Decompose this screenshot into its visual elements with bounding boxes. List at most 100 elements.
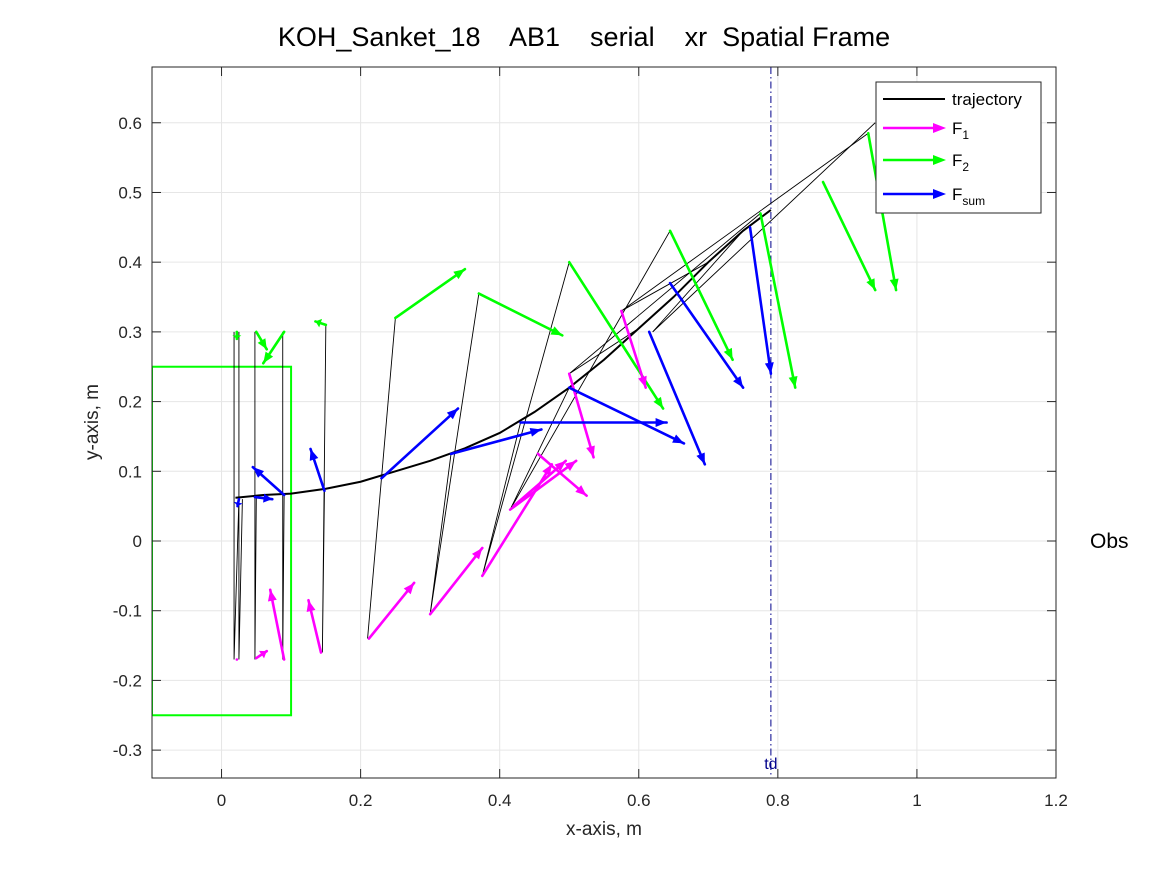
fsum-arrow-shaft: [668, 281, 745, 389]
link-line: [367, 317, 396, 639]
fsum-arrow-shaft: [380, 407, 460, 480]
fsum-arrow-head: [696, 452, 705, 465]
f2-arrow-shaft: [821, 180, 877, 292]
f2-arrow: [261, 330, 286, 365]
x-tick-label: 0: [217, 791, 226, 810]
f2-arrow-head: [723, 347, 733, 360]
f2-arrow-head: [653, 396, 664, 409]
fsum-arrow-head: [733, 376, 744, 388]
link-line: [254, 331, 257, 660]
f2-arrow: [668, 229, 734, 362]
f2-arrow-head: [453, 269, 465, 280]
fsum-arrow-shaft: [748, 226, 773, 376]
fsum-arrow: [647, 330, 707, 466]
obstacle-box: [152, 365, 293, 717]
fsum-arrow-head: [529, 427, 542, 437]
plot-frame: [151, 66, 1057, 779]
fsum-arrow-head: [263, 493, 273, 503]
f1-arrow-head: [259, 650, 267, 659]
td-label: td: [764, 756, 777, 773]
f1-arrow-head: [542, 464, 552, 477]
fsum-arrow-shaft: [647, 330, 707, 466]
fsum-arrow-head: [672, 434, 684, 444]
f2-arrow-head: [257, 338, 267, 350]
f1-arrow-shaft: [367, 581, 416, 640]
fsum-arrow-head: [309, 448, 319, 461]
x-tick-label: 0.4: [488, 791, 512, 810]
f1-arrow: [512, 459, 568, 508]
f1-arrow-shaft: [567, 372, 595, 459]
link-line: [233, 331, 240, 660]
fsum-arrow-head: [764, 362, 774, 374]
fsum-arrow: [449, 427, 543, 456]
f1-arrow-head: [471, 547, 483, 560]
f1-arrow-head: [638, 375, 647, 388]
x-tick-label: 1.2: [1044, 791, 1068, 810]
f1-arrow-shaft: [428, 546, 484, 616]
x-tick-label: 0.6: [627, 791, 651, 810]
f2-arrow: [394, 267, 467, 320]
link-line: [652, 122, 876, 333]
f1-arrow-head: [575, 485, 587, 496]
fsum-arrow-head: [655, 418, 667, 427]
plot-data: td: [152, 67, 899, 778]
f1-arrow: [536, 452, 588, 497]
f1-arrow: [428, 546, 484, 616]
f2-arrow-shaft: [567, 260, 665, 410]
f1-arrow-head: [306, 600, 316, 612]
link-line: [321, 324, 327, 653]
fsum-arrow-head: [446, 408, 458, 420]
f2-arrow-head: [788, 375, 798, 388]
f1-arrow-shaft: [508, 459, 578, 511]
legend-box: [875, 81, 1042, 214]
fsum-arrow: [748, 226, 774, 376]
f2-arrow-shaft: [668, 229, 734, 362]
f1-arrow-shaft: [620, 309, 648, 389]
fsum-arrow: [668, 281, 745, 389]
f1-arrow-head: [403, 582, 415, 595]
f2-arrow: [255, 330, 269, 351]
f1-arrow: [508, 459, 578, 511]
link-line: [238, 331, 243, 660]
chart-title: KOH_Sanket_18 AB1 serial xr Spatial Fram…: [278, 22, 890, 52]
fsum-arrow: [380, 407, 460, 480]
trajectory-line: [235, 209, 772, 499]
y-tick-label: 0: [133, 532, 142, 551]
y-tick-label: -0.2: [113, 671, 142, 690]
x-axis-label: x-axis, m: [566, 819, 642, 840]
y-tick-label: -0.3: [113, 741, 142, 760]
fsum-arrow: [309, 447, 326, 493]
f1-arrow: [567, 372, 595, 459]
x-tick-label: 0.8: [766, 791, 790, 810]
legend-arrow-head-fsum: [933, 189, 946, 199]
f2-arrow-head: [263, 351, 274, 364]
f2-arrow: [567, 260, 665, 410]
f2-arrow: [314, 318, 328, 328]
fsum-arrow-shaft: [449, 428, 543, 456]
legend-arrow-head-f2: [933, 155, 946, 165]
f2-arrow: [759, 212, 798, 389]
f2-arrow-head: [550, 326, 563, 336]
y-tick-label: -0.1: [113, 602, 142, 621]
f1-arrow: [306, 598, 323, 654]
f1-arrow: [620, 309, 648, 389]
f1-arrow: [255, 649, 269, 660]
x-tick-label: 1: [912, 791, 921, 810]
fsum-arrow: [251, 465, 286, 497]
f2-arrow-shaft: [759, 212, 797, 389]
f2-arrow-head: [315, 318, 323, 328]
f2-arrow-shaft: [477, 292, 564, 337]
legend-subscript-f2: 2: [962, 160, 969, 174]
axis-ticks: 0 0.2 0.4 0.6 0.8 1 1.2 -0.3 -0.2 -0.1 0 0.1 0.2 0.3 0…: [113, 67, 1068, 810]
f2-arrow-head: [866, 278, 876, 291]
y-tick-label: 0.2: [118, 393, 142, 412]
legend-label-trajectory: trajectory: [952, 90, 1022, 109]
legend-arrow-head-f1: [933, 123, 946, 133]
f1-arrow-head: [586, 445, 595, 458]
legend-subscript-fsum: sum: [962, 194, 985, 208]
y-tick-label: 0.5: [118, 183, 142, 202]
legend-subscript-f1: 1: [962, 128, 969, 142]
f1-arrow-head: [564, 460, 577, 471]
link-line: [282, 331, 285, 660]
